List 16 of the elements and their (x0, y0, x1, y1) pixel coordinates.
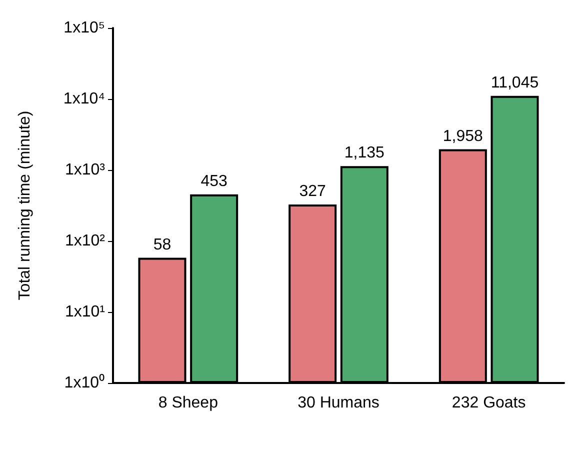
y-tick-label: 1x10² (64, 232, 106, 250)
y-tick-label: 1x10⁵ (64, 20, 105, 36)
y-tick-label: 1x10⁰ (64, 374, 105, 392)
x-tick-label: 232 Goats (452, 394, 526, 412)
data-label: 58 (153, 236, 172, 254)
data-label: 1,958 (442, 128, 484, 145)
y-tick-label: 1x10¹ (64, 304, 105, 320)
y-tick-label: 1x10⁴ (63, 90, 106, 108)
data-label: 453 (200, 172, 228, 190)
y-tick-label: 1x10³ (64, 162, 106, 178)
y-axis-title: Total running time (minute) (16, 110, 34, 300)
data-label: 11,045 (490, 74, 539, 92)
x-tick-label: 8 Sheep (158, 394, 218, 412)
data-label: 1,135 (344, 144, 385, 162)
data-label: 327 (299, 182, 326, 200)
x-tick-label: 30 Humans (298, 394, 380, 412)
